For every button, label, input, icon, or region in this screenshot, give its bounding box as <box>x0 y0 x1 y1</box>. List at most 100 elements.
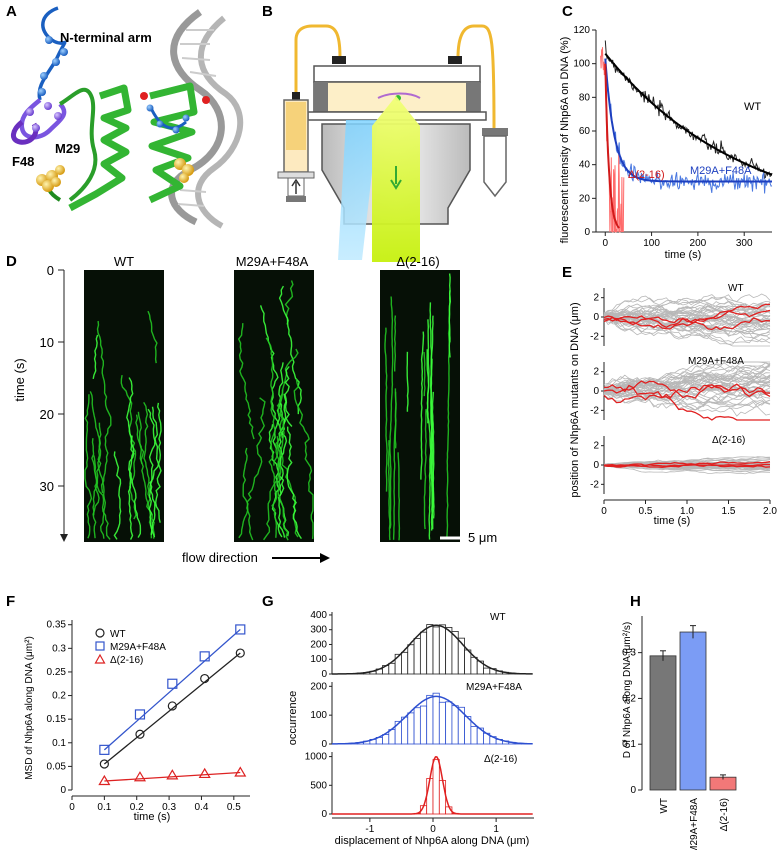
panel-b-schematic <box>277 24 508 262</box>
panel-h-chart: 0 0.1 0.2 0.3 WT M29A+F48A Δ(2-16) D of Nhp6A … <box>622 616 737 850</box>
panel-e-ytick-label: -2 <box>590 479 599 490</box>
panel-g-xtick-label: 1 <box>493 824 499 835</box>
kymograph-track <box>384 327 388 492</box>
kymograph-track <box>278 285 302 415</box>
panel-e-xtick-label: 0.5 <box>639 506 653 517</box>
kymograph-track <box>420 331 425 480</box>
trajectory-grey <box>604 368 771 391</box>
kymograph-track <box>89 391 102 516</box>
panel-c-ytick-label: 60 <box>579 126 591 137</box>
legend-label-m29a: M29A+F48A <box>110 642 166 653</box>
trajectory-highlight <box>604 384 770 421</box>
kymograph-track <box>147 310 158 364</box>
panel-e-xtick-label: 1.0 <box>680 506 694 517</box>
panel-g-ytick-label: 400 <box>310 610 327 621</box>
category-label-m29a: M29A+F48A <box>689 798 700 850</box>
histogram-bar-m29a <box>419 705 428 745</box>
panel-a-structure: N-terminal arm M29 F48 <box>11 6 244 229</box>
panel-g-ytick-label: 100 <box>310 710 327 721</box>
kymograph-track <box>237 323 255 440</box>
trajectory-grey <box>603 319 771 344</box>
trajectory-highlight <box>603 463 771 468</box>
panel-label-e: E <box>562 264 572 281</box>
bar-m29a <box>679 631 707 791</box>
panel-g-ytick-label: 500 <box>310 780 327 791</box>
m29-label: M29 <box>55 141 80 156</box>
kymograph-track <box>135 414 156 539</box>
panel-d-ylabel: time (s) <box>12 358 27 401</box>
panel-f-ytick-label: 0.1 <box>52 738 66 749</box>
trajectory-highlight <box>603 303 770 330</box>
panel-label-f: F <box>6 593 15 610</box>
kymograph-track <box>276 436 289 541</box>
kymo-tick-10: 10 <box>40 335 54 350</box>
trajectory-grey <box>603 390 771 405</box>
panel-f-ytick-label: 0.15 <box>47 714 67 725</box>
panel-g-title-wt: WT <box>490 612 506 623</box>
panel-f-ytick-label: 0.3 <box>52 643 66 654</box>
panel-f-xtick-label: 0.5 <box>227 802 241 813</box>
kymograph-track <box>263 439 280 541</box>
data-point-m29a <box>235 624 246 635</box>
panel-h-ytick-label: 0.3 <box>622 648 636 659</box>
kymograph-track <box>93 455 111 540</box>
panel-h-ytick-label: 0.2 <box>622 693 636 704</box>
panel-g-ytick-label: 0 <box>321 739 327 750</box>
panel-c-marks: 0 20 40 60 80 100 120 0 100 200 300 <box>573 25 773 249</box>
panel-h-ylabel: D of Nhp6A along DNA (μm²/s) <box>622 622 633 758</box>
histogram-bar-wt <box>419 631 428 675</box>
kymograph-track <box>389 296 394 529</box>
kymograph-track <box>238 397 266 539</box>
kymograph-track <box>147 408 156 538</box>
panel-label-a: A <box>6 3 17 20</box>
kymograph-track <box>286 426 302 539</box>
panel-c-xtick-label: 100 <box>643 238 660 249</box>
panel-e-marks: -2 0 2 -2 0 2 -2 0 2 0 0.5 1.0 1.5 2.0 <box>590 288 777 517</box>
panel-e-xlabel: time (s) <box>654 515 691 527</box>
hydrophobic-residues <box>36 165 65 192</box>
kymograph-track <box>151 406 162 523</box>
panel-f-xtick-label: 0 <box>69 802 75 813</box>
histogram-bar-m29a <box>445 701 453 745</box>
histogram-bar-m29a <box>407 712 415 745</box>
panel-g-xlabel: displacement of Nhp6A along DNA (μm) <box>335 835 530 847</box>
panel-f-ytick-label: 0.25 <box>47 667 67 678</box>
panel-c-legend-delta: Δ(2-16) <box>628 169 665 181</box>
panel-g-ytick-label: 0 <box>321 669 327 680</box>
panel-g-xtick-label: -1 <box>365 824 374 835</box>
trajectory-grey <box>603 312 771 325</box>
n-terminal-arm-label: N-terminal arm <box>60 30 152 45</box>
kymograph-track <box>127 435 135 540</box>
histogram-bar-wt <box>426 624 434 675</box>
kymograph-track <box>446 325 451 538</box>
kymo-title-wt: WT <box>114 254 134 269</box>
panel-e-title-delta: Δ(2-16) <box>712 435 745 446</box>
kymograph-track <box>423 352 426 397</box>
panel-label-g: G <box>262 593 274 610</box>
kymo-tick-0: 0 <box>47 263 54 278</box>
panel-c-xtick-label: 300 <box>736 238 753 249</box>
trajectory-grey <box>603 375 771 401</box>
trajectory-highlight <box>603 384 771 404</box>
kymograph-track <box>448 273 452 358</box>
panel-g-ylabel: occurrence <box>287 691 299 745</box>
series-m29a-fit <box>604 58 772 183</box>
panel-g-ytick-label: 100 <box>310 654 327 665</box>
histogram-bar-wt <box>388 662 396 675</box>
histogram-bar-wt <box>445 626 453 675</box>
data-point-delta <box>166 769 179 780</box>
trajectory-grey <box>603 363 771 398</box>
histogram-bar-m29a <box>388 729 396 745</box>
panel-f-ytick-label: 0.2 <box>52 691 66 702</box>
kymograph-track <box>293 378 314 539</box>
kymograph-track <box>273 389 284 466</box>
trajectory-grey <box>603 309 771 327</box>
series-m29a-data <box>604 60 773 194</box>
data-point-wt <box>167 701 177 711</box>
kymograph-track <box>392 391 397 540</box>
histogram-bar-wt <box>413 637 421 675</box>
data-point-delta <box>234 766 247 777</box>
trajectory-grey <box>603 314 771 340</box>
kymograph-track <box>242 447 254 541</box>
histogram-bar-m29a <box>426 694 434 745</box>
